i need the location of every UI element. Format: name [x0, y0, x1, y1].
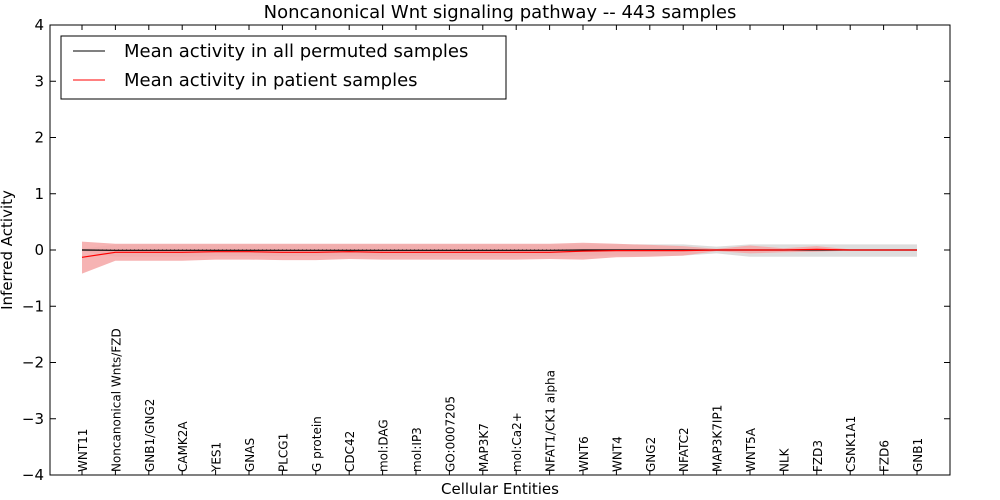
x-tick-label: CAMK2A — [176, 421, 190, 472]
x-axis: WNT11 Noncanonical Wnts/FZD GNB1/GNG2 CAMK2… — [76, 25, 925, 475]
y-axis: −4 −3 −2 −1 0 1 2 3 4 — [22, 16, 950, 484]
chart-title: Noncanonical Wnt signaling pathway -- 44… — [264, 2, 737, 23]
x-tick-label: GNAS — [243, 438, 257, 472]
x-tick-label: G protein — [310, 416, 324, 472]
series-line-patient — [81, 248, 917, 258]
y-tick-label: −1 — [22, 297, 44, 315]
x-tick-label: WNT5A — [744, 427, 758, 472]
x-tick-label: MAP3K7 — [477, 423, 491, 472]
series-lines — [81, 248, 917, 258]
y-tick-label: −3 — [22, 410, 44, 428]
x-tick-label: PLCG1 — [276, 433, 290, 472]
x-tick-label: MAP3K7IP1 — [711, 405, 725, 472]
x-tick-label: YES1 — [210, 442, 224, 473]
x-tick-label: mol:DAG — [377, 419, 391, 472]
x-tick-label: GNB1 — [911, 438, 925, 472]
x-tick-label: NFAT1/CK1 alpha — [544, 370, 558, 472]
y-axis-label: Inferred Activity — [0, 190, 16, 310]
x-tick-label: WNT11 — [76, 429, 90, 472]
x-tick-label: GNB1/GNG2 — [143, 399, 157, 472]
y-tick-label: 2 — [34, 129, 44, 147]
y-tick-label: 4 — [34, 16, 44, 34]
x-tick-label: FZD3 — [811, 440, 825, 472]
y-tick-label: 0 — [34, 241, 44, 259]
y-tick-label: −2 — [22, 354, 44, 372]
x-tick-label: FZD6 — [878, 440, 892, 472]
legend-label-patient: Mean activity in patient samples — [124, 70, 418, 91]
x-tick-label: CDC42 — [343, 431, 357, 472]
y-tick-label: 3 — [34, 72, 44, 90]
confidence-bands — [82, 241, 917, 274]
legend: Mean activity in all permuted samples Me… — [60, 35, 507, 100]
x-tick-label: WNT6 — [577, 436, 591, 472]
x-tick-label: GNG2 — [644, 437, 658, 472]
legend-label-permuted: Mean activity in all permuted samples — [124, 41, 468, 62]
x-tick-label: GO:0007205 — [443, 396, 457, 472]
x-tick-label: mol:IP3 — [410, 427, 424, 472]
x-tick-label: CSNK1A1 — [844, 416, 858, 472]
x-tick-label: NLK — [777, 447, 791, 472]
x-tick-label: Noncanonical Wnts/FZD — [109, 328, 123, 472]
legend-box — [60, 35, 507, 100]
y-tick-label: 1 — [34, 185, 44, 203]
x-tick-label: WNT4 — [610, 436, 624, 472]
x-axis-label: Cellular Entities — [441, 480, 559, 498]
y-tick-label: −4 — [22, 466, 44, 484]
x-tick-label: mol:Ca2+ — [510, 412, 524, 472]
x-tick-label: NFATC2 — [677, 427, 691, 472]
